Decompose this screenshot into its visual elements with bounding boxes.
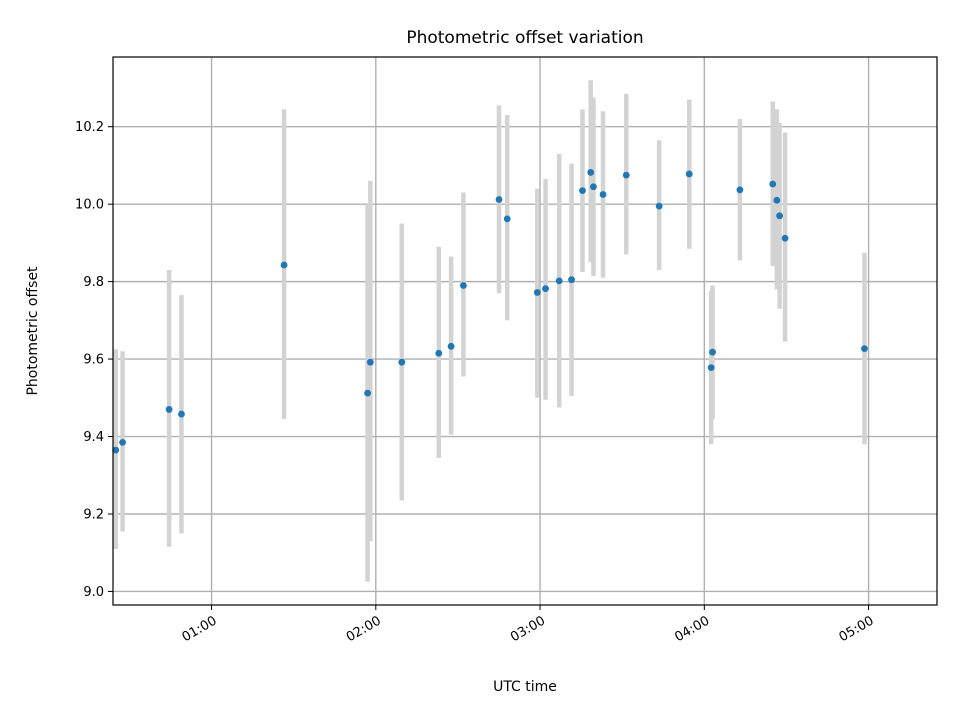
plot-frame — [112, 56, 938, 606]
data-point — [773, 196, 781, 204]
y-tick-label: 9.4 — [83, 430, 104, 445]
y-tick-label: 10.2 — [75, 120, 104, 135]
data-point — [435, 349, 443, 357]
data-point — [495, 196, 503, 203]
x-tick-label: 03:00 — [508, 613, 548, 645]
data-point — [165, 406, 173, 413]
data-point — [587, 169, 595, 176]
data-point — [447, 342, 455, 350]
data-point — [119, 438, 126, 446]
data-point — [590, 183, 597, 191]
x-tick-label: 04:00 — [672, 613, 712, 645]
y-tick-label: 9.8 — [83, 275, 104, 290]
point-layer — [112, 169, 868, 454]
data-point — [398, 358, 406, 366]
data-point — [568, 276, 575, 284]
y-tick-label: 9.0 — [83, 585, 104, 600]
data-point — [280, 261, 288, 269]
data-point — [685, 170, 693, 178]
data-point — [503, 215, 511, 223]
y-axis: 9.0 9.2 9.4 9.6 9.8 10.0 10.2 — [75, 120, 113, 600]
data-point — [460, 282, 467, 289]
y-tick-label: 9.2 — [83, 507, 104, 522]
data-point — [769, 180, 777, 188]
y-axis-label: Photometric offset — [25, 266, 41, 396]
y-tick-label: 9.6 — [83, 353, 104, 368]
data-point — [781, 234, 789, 242]
data-point — [366, 358, 374, 366]
x-axis-label: UTC time — [493, 679, 557, 695]
data-point — [736, 186, 744, 194]
data-point — [533, 289, 541, 296]
chart-title: Photometric offset variation — [406, 28, 643, 48]
data-point — [861, 345, 868, 353]
data-point — [542, 285, 549, 292]
errorbar-layer — [113, 80, 867, 582]
data-point — [655, 202, 663, 210]
data-point — [709, 348, 716, 356]
x-tick-label: 01:00 — [180, 613, 220, 645]
data-point — [178, 410, 185, 418]
y-tick-label: 10.0 — [75, 198, 104, 213]
data-point — [555, 277, 563, 285]
data-point — [579, 187, 586, 195]
x-tick-label: 02:00 — [344, 613, 384, 645]
data-point — [622, 171, 630, 179]
data-point — [112, 446, 120, 454]
x-tick-label: 05:00 — [837, 613, 877, 645]
x-axis: 01:00 02:00 03:00 04:00 05:00 — [180, 605, 877, 645]
data-point — [707, 364, 715, 371]
data-point — [776, 212, 783, 220]
data-point — [599, 191, 607, 198]
grid-layer — [113, 57, 937, 605]
data-point — [364, 389, 371, 397]
